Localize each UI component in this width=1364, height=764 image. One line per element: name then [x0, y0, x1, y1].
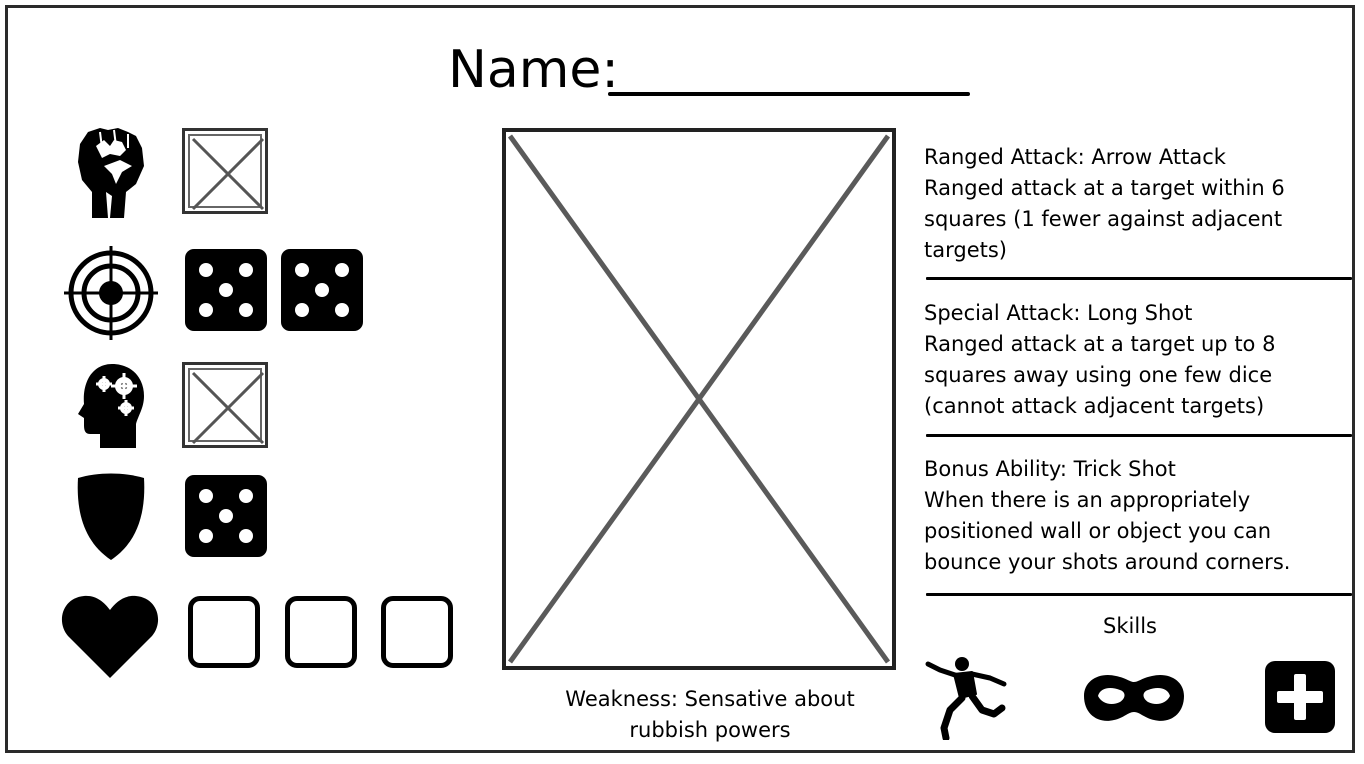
ability-text-line: bounce your shots around corners. [924, 550, 1291, 574]
medical-cross-icon[interactable] [1264, 660, 1336, 734]
ability-text-line: Ranged attack at a target up to 8 [924, 332, 1276, 356]
defense-die[interactable] [185, 475, 267, 557]
name-underline[interactable] [608, 92, 970, 96]
health-box-2[interactable] [285, 596, 357, 668]
mind-empty-slot[interactable] [182, 362, 268, 448]
ability-ranged-attack: Ranged Attack: Arrow Attack Ranged attac… [924, 142, 1354, 266]
weakness-text: Weakness: Sensative about rubbish powers [520, 684, 900, 746]
ability-title: Bonus Ability: Trick Shot [924, 457, 1176, 481]
character-portrait-placeholder[interactable] [502, 128, 896, 670]
heart-icon [61, 595, 159, 678]
ability-bonus: Bonus Ability: Trick Shot When there is … [924, 454, 1354, 578]
ability-text-line: Ranged attack at a target within 6 [924, 176, 1285, 200]
name-label: Name: [448, 40, 619, 100]
health-box-3[interactable] [381, 596, 453, 668]
domino-mask-icon[interactable] [1082, 670, 1186, 726]
ability-text-line: When there is an appropriately [924, 488, 1251, 512]
health-box-1[interactable] [188, 596, 260, 668]
ability-title: Special Attack: Long Shot [924, 301, 1193, 325]
ability-divider [926, 434, 1352, 437]
weakness-line-2: rubbish powers [629, 718, 791, 742]
skills-title: Skills [1103, 614, 1157, 638]
ability-divider [926, 277, 1352, 280]
ranged-die-2[interactable] [281, 249, 363, 331]
brain-gears-icon [78, 364, 144, 448]
ability-text-line: positioned wall or object you can [924, 519, 1272, 543]
ability-text-line: (cannot attack adjacent targets) [924, 394, 1265, 418]
ability-title: Ranged Attack: Arrow Attack [924, 145, 1226, 169]
ranged-die-1[interactable] [185, 249, 267, 331]
target-icon [64, 246, 158, 340]
ability-text-line: squares away using one few dice [924, 363, 1273, 387]
ability-text-line: squares (1 fewer against adjacent [924, 207, 1283, 231]
fist-icon [78, 128, 144, 218]
ability-special-attack: Special Attack: Long Shot Ranged attack … [924, 298, 1354, 422]
strength-empty-slot[interactable] [182, 128, 268, 214]
ability-text-line: targets) [924, 238, 1007, 262]
shield-icon [77, 473, 145, 560]
leaping-runner-icon[interactable] [924, 654, 1008, 740]
ability-divider [926, 593, 1352, 596]
weakness-line-1: Weakness: Sensative about [565, 687, 855, 711]
